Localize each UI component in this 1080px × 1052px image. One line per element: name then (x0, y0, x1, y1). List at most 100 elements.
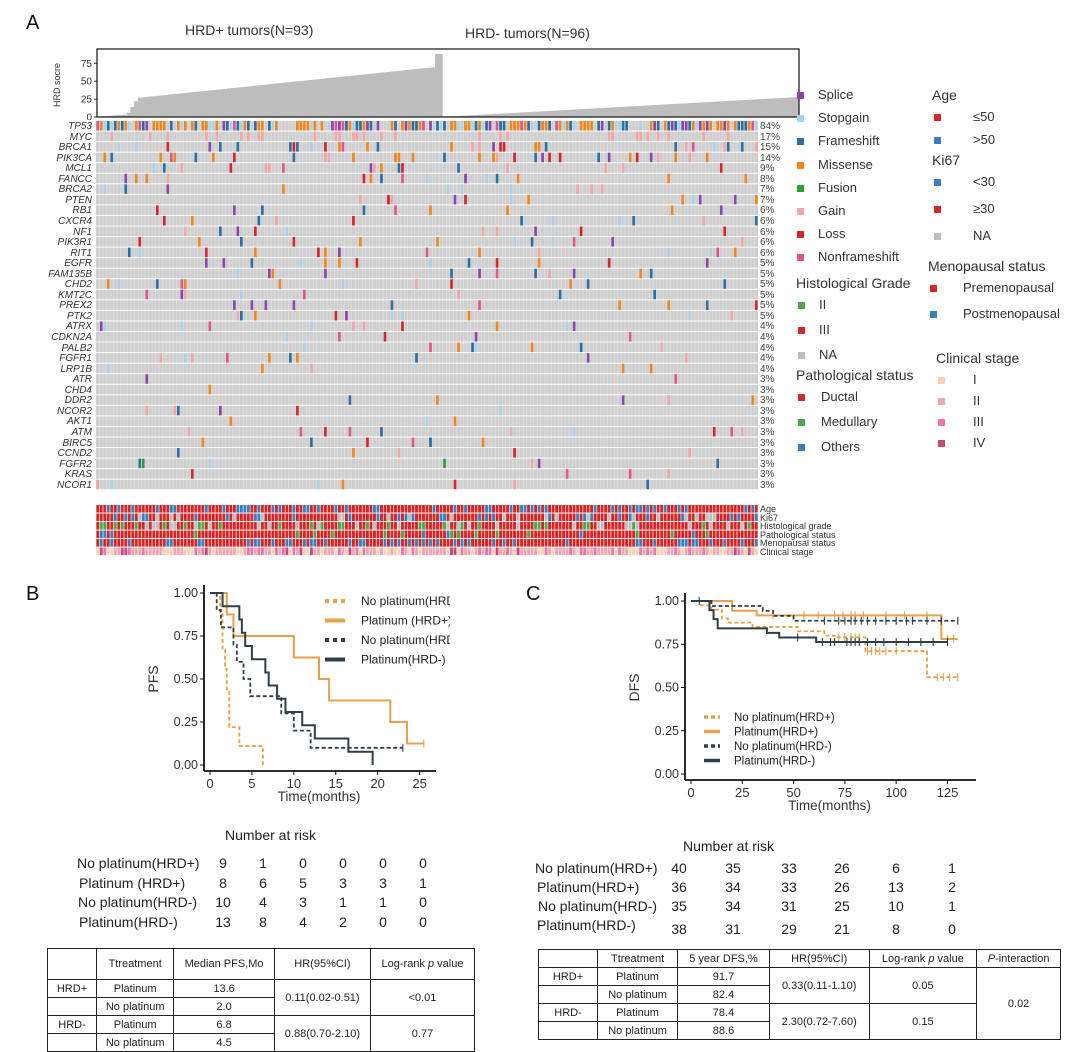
annotation-cell (212, 531, 215, 539)
hrd-bar (242, 87, 246, 117)
annotation-cell (636, 514, 639, 522)
annotation-cell (299, 531, 302, 539)
annotation-cell (699, 522, 702, 530)
hr-cell: 0.33(0.11-1.10) (769, 968, 869, 1004)
annotation-cell (538, 514, 541, 522)
mutation-cell (720, 205, 723, 215)
mutation-cell (716, 248, 719, 258)
risk-value: 10 (208, 894, 238, 910)
annotation-cell (489, 548, 492, 556)
mutation-cell (671, 205, 674, 215)
annotation-cell (443, 505, 446, 513)
y-tick-label: 1.00 (655, 594, 679, 608)
mutation-cell (450, 142, 453, 152)
annotation-cell (664, 522, 667, 530)
risk-row-label: No platinum(HRD-) (538, 898, 657, 914)
mutation-cell (667, 174, 670, 184)
annotation-cell (569, 514, 572, 522)
annotation-cell (657, 548, 660, 556)
annotation-cell (555, 522, 558, 530)
annotation-cell (142, 531, 145, 539)
annotation-cell (405, 531, 408, 539)
annotation-cell (100, 548, 103, 556)
mutation-cell (394, 121, 397, 131)
annotation-cell (541, 522, 544, 530)
hrd-bar (279, 83, 283, 117)
annotation-cell (443, 548, 446, 556)
mutation-cell (573, 237, 576, 247)
annotation-cell (587, 548, 590, 556)
annotation-cell (440, 505, 443, 513)
annotation-cell (674, 531, 677, 539)
annotation-cell (744, 531, 747, 539)
annotation-cell (450, 505, 453, 513)
annotation-cell (744, 514, 747, 522)
annotation-cell (709, 531, 712, 539)
mutation-cell (429, 438, 432, 448)
mutation-cell (110, 480, 113, 490)
annotation-cell (506, 514, 509, 522)
annotation-cell (124, 505, 127, 513)
annotation-cell (727, 505, 730, 513)
mutation-cell (152, 121, 155, 131)
annotation-cell (117, 548, 120, 556)
mutation-cell (394, 153, 397, 163)
mutation-cell (667, 300, 670, 310)
annotation-cell (212, 505, 215, 513)
annotation-cell (110, 522, 113, 530)
annotation-cell (405, 539, 408, 547)
annotation-cell (559, 505, 562, 513)
annotation-cell (506, 531, 509, 539)
mutation-cell (184, 227, 187, 237)
hrd-bar (130, 107, 134, 117)
annotation-cell (741, 522, 744, 530)
risk-value: 1 (937, 860, 967, 876)
mutation-cell (261, 132, 264, 142)
annotation-cell (450, 522, 453, 530)
annotation-cell (646, 548, 649, 556)
annotation-cell (527, 531, 530, 539)
annotation-cell (250, 531, 253, 539)
annotation-cell (492, 539, 495, 547)
annotation-cell (734, 539, 737, 547)
annotation-cell (142, 505, 145, 513)
annotation-cell (236, 514, 239, 522)
annotation-cell (128, 522, 131, 530)
annotation-cell (285, 548, 288, 556)
annotation-cell (531, 548, 534, 556)
annotation-cell (180, 539, 183, 547)
annotation-cell (352, 539, 355, 547)
mutation-cell (629, 469, 632, 479)
risk-value: 9 (208, 855, 238, 871)
mutation-cell (695, 121, 698, 131)
gene-row-bg (96, 395, 758, 405)
annotation-cell (317, 539, 320, 547)
gene-label: NF1 (34, 228, 92, 237)
legend-label: II (819, 297, 826, 312)
annotation-cell (538, 505, 541, 513)
annotation-cell (250, 539, 253, 547)
annotation-cell (702, 514, 705, 522)
annotation-cell (254, 522, 257, 530)
annotation-cell (433, 505, 436, 513)
mutation-cell (517, 174, 520, 184)
mutation-cell (268, 269, 271, 279)
annotation-cell (454, 548, 457, 556)
hrd-bar (182, 93, 186, 117)
risk-value: 4 (288, 914, 318, 930)
mutation-cell (387, 195, 390, 205)
annotation-cell (338, 548, 341, 556)
annotation-cell (240, 539, 243, 547)
mutation-cell (184, 121, 187, 131)
annotation-cell (685, 548, 688, 556)
legend-label: III (973, 414, 984, 429)
p-cell: 0.15 (869, 1004, 977, 1040)
annotation-cell (597, 522, 600, 530)
annotation-cell (285, 531, 288, 539)
annotation-cell (338, 514, 341, 522)
annotation-cell (278, 548, 281, 556)
legend-swatch (797, 185, 804, 192)
mutation-cell (580, 343, 583, 353)
mutation-cell (275, 216, 278, 226)
annotation-cell (289, 531, 292, 539)
